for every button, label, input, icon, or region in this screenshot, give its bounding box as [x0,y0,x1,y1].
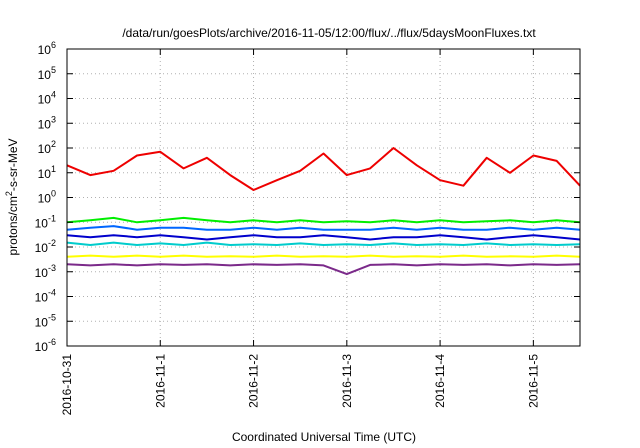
y-tick-label: 106 [38,40,56,57]
y-tick-label: 102 [38,139,56,156]
series-line-3 [66,225,581,231]
y-tick-label: 101 [38,164,56,181]
y-tick-label: 10-2 [35,238,56,255]
x-tick-label: 2016-11-5 [526,354,540,408]
series-line-4 [66,234,581,241]
y-tick-label: 103 [38,114,56,131]
y-tick-label: 10-3 [35,263,56,280]
y-tick-label: 104 [38,90,56,107]
y-tick-label: 100 [38,189,56,206]
y-tick-label: 105 [38,65,56,82]
y-tick-label: 10-5 [35,312,56,329]
y-axis-label: protons/cm2-s-sr-MeV [4,138,20,255]
series-group [66,147,581,276]
x-tick-label: 2016-10-31 [60,354,74,416]
series-line-5 [66,241,581,246]
grid [67,49,580,346]
chart-title: /data/run/goesPlots/archive/2016-11-05/1… [122,26,536,40]
x-tick-label: 2016-11-2 [247,354,261,408]
series-line-7 [66,263,581,276]
y-tick-label: 10-4 [35,288,56,305]
series-line-6 [66,254,581,258]
x-axis-ticks: 2016-10-31 2016-11-1 2016-11-2 2016-11-3 201… [60,49,540,415]
x-tick-label: 2016-11-3 [340,354,354,408]
series-line-2 [66,216,581,224]
y-tick-label: 10-1 [35,213,56,230]
y-axis-ticks: 10-6 10-5 10-4 10-3 10-2 10-1 100 101 102 103 104 1… [35,40,580,354]
x-axis-label: Coordinated Universal Time (UTC) [232,430,416,444]
x-tick-label: 2016-11-1 [153,354,167,408]
series-line-1 [66,147,581,191]
y-tick-label: 10-6 [35,337,56,354]
x-tick-label: 2016-11-4 [433,354,447,408]
